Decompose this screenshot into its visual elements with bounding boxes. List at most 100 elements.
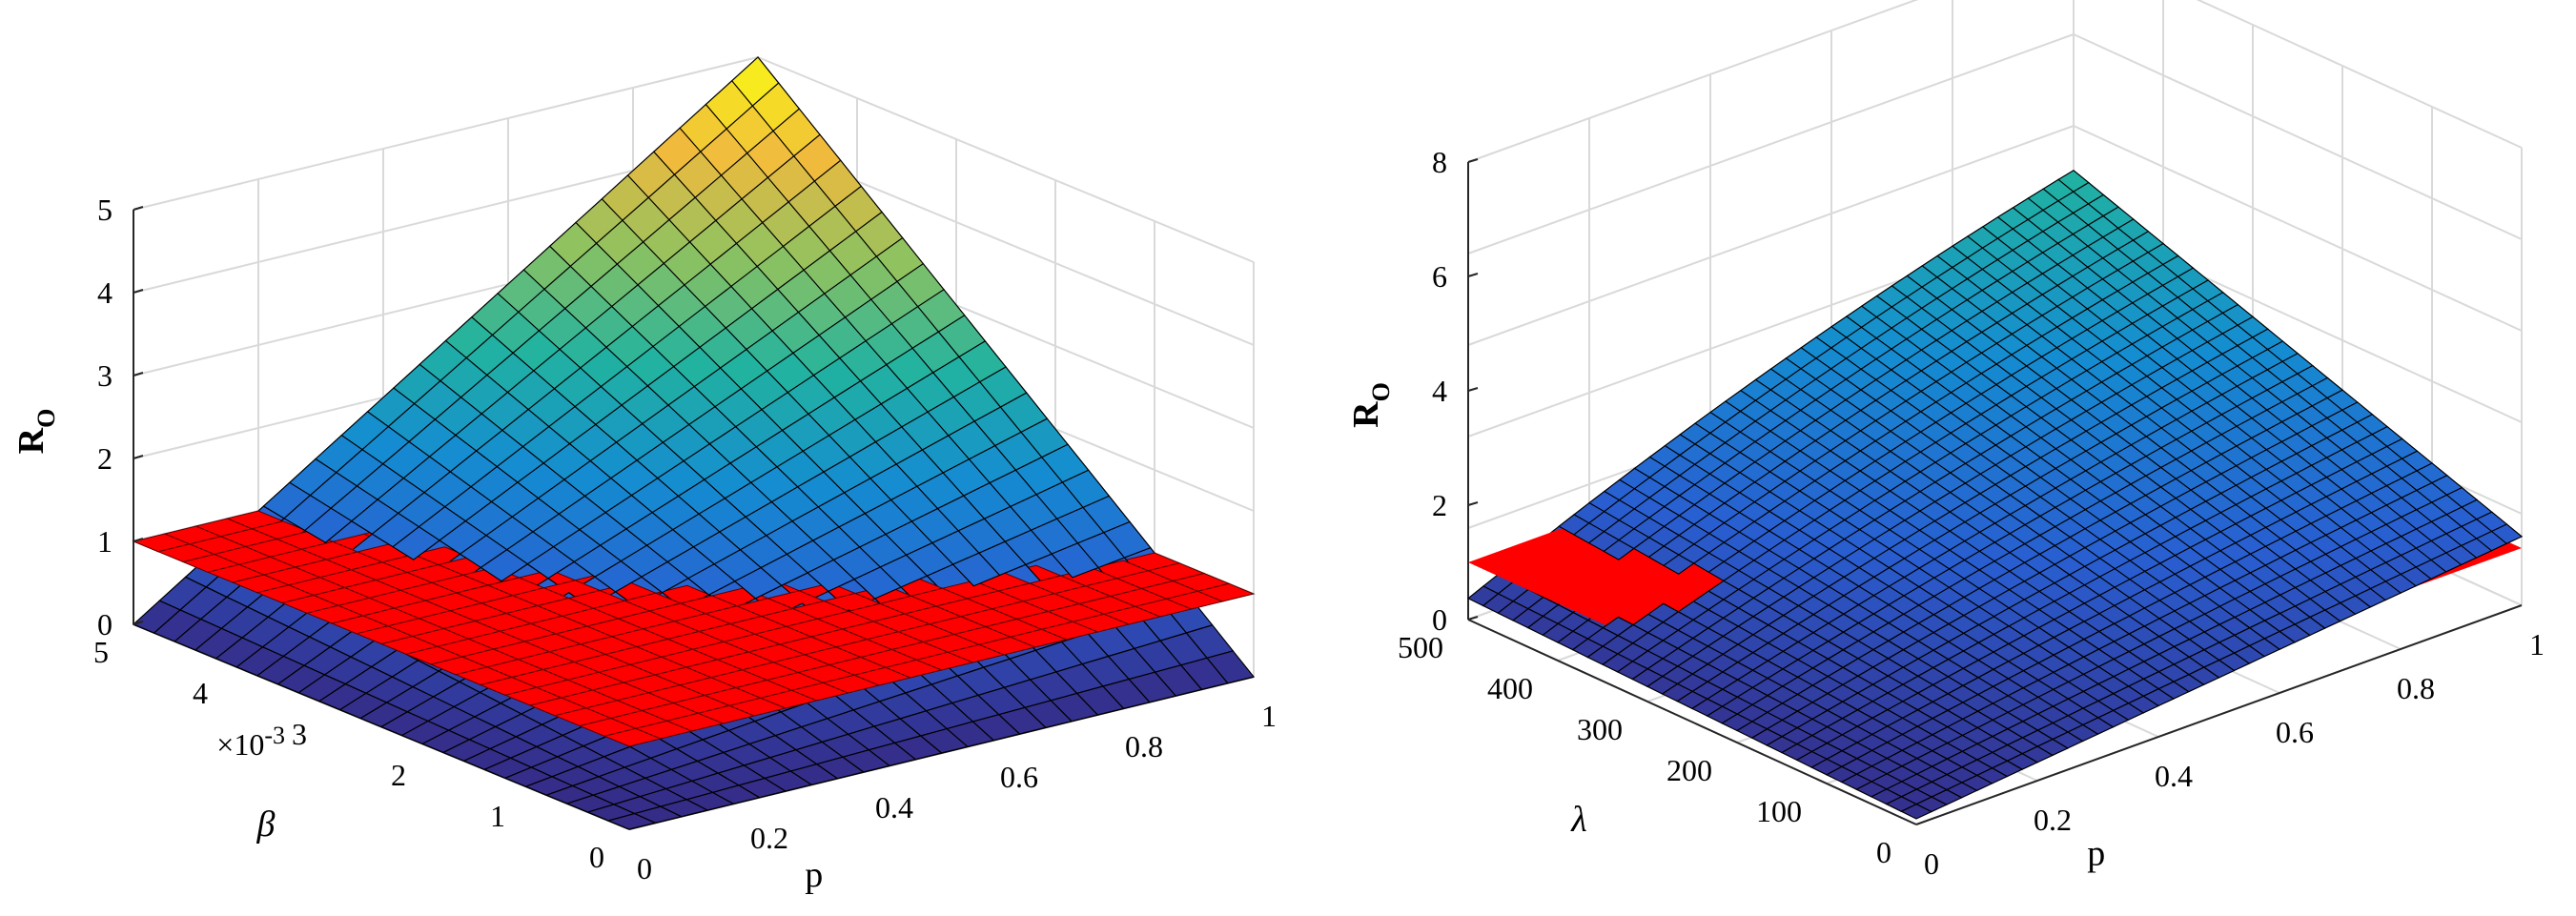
surface-quad — [951, 552, 1001, 587]
y-tick-label: 400 — [1487, 671, 1533, 705]
surface-quad — [1962, 605, 1995, 626]
z-tick — [1467, 158, 1479, 163]
y-tick-label: 1 — [490, 799, 505, 833]
x-tick-label: 0.8 — [2397, 671, 2435, 705]
y-tick-label: 200 — [1666, 753, 1712, 787]
y-tick-label: 3 — [292, 717, 307, 751]
surface-quad — [1917, 595, 1951, 616]
y-tick-label: 300 — [1577, 712, 1623, 746]
x-tick-label: 0 — [637, 851, 652, 885]
z-tick-label: 1 — [97, 524, 112, 559]
z-tick — [1467, 501, 1479, 506]
surface-quad — [2263, 594, 2297, 615]
z-tick — [133, 372, 144, 377]
grid-line — [757, 56, 1255, 263]
surface-quad — [2068, 602, 2101, 622]
z-tick — [133, 206, 144, 211]
axis-labels: p λ RO — [1346, 382, 2105, 873]
surface-quad — [2128, 607, 2161, 627]
x-tick-label: 0.2 — [2034, 803, 2072, 837]
y-tick-label: 100 — [1756, 794, 1802, 828]
z-axis-label-subscript: O — [1367, 382, 1395, 401]
x-tick-label: 0.8 — [1125, 729, 1163, 763]
surface-quad — [2097, 604, 2131, 624]
z-tick-label: 4 — [1432, 374, 1447, 408]
ticks: 0 2 4 6 8 0 0.2 0.4 0.6 0.8 1 0 100 200 300 400 500 — [1398, 145, 2545, 881]
grid-line — [1467, 33, 2075, 254]
y-axis-label: λ — [1570, 800, 1586, 840]
surface-quad — [1722, 569, 1755, 590]
surface-quad — [640, 560, 689, 594]
y-axis-line — [1467, 619, 1917, 825]
z-tick-label: 3 — [97, 358, 112, 393]
z-axis-label: RO — [11, 409, 60, 455]
y-exponent-power: -3 — [264, 722, 285, 749]
grid-line — [2073, 125, 2523, 332]
surface-quad — [1603, 539, 1635, 560]
x-axis-line — [1915, 604, 2523, 825]
surface-quad — [2173, 602, 2206, 622]
x-axis-label: p — [2087, 834, 2105, 874]
y-tick-label: 2 — [391, 758, 406, 792]
surface-quad — [594, 560, 643, 593]
z-axis-label-main: R — [11, 427, 51, 454]
x-tick-label: 1 — [1261, 699, 1277, 733]
surface-quad — [1812, 585, 1846, 606]
axis-labels: p β RO ×10-3 — [11, 409, 823, 895]
z-tick-label: 2 — [97, 441, 112, 476]
y-tick-label: 5 — [93, 635, 109, 669]
surface-quad — [686, 563, 736, 596]
y-tick-label: 500 — [1398, 630, 1443, 664]
x-tick-label: 0.2 — [750, 821, 788, 855]
x-axis-label: p — [805, 855, 823, 895]
z-tick — [1467, 616, 1479, 621]
surface-quad — [2218, 598, 2251, 619]
z-tick — [1467, 273, 1479, 277]
surface-quad — [1888, 595, 1920, 615]
surface-quad — [2369, 580, 2402, 601]
surface-above-threshold — [1558, 170, 2524, 629]
z-axis-label-subscript: O — [32, 409, 60, 428]
surface-quad — [853, 566, 902, 600]
y-exponent-base: ×10 — [216, 727, 264, 762]
z-tick-label: 6 — [1432, 259, 1447, 294]
surface-quad — [2309, 590, 2341, 611]
surface-quad — [807, 559, 855, 593]
z-tick-label: 0 — [1432, 602, 1447, 637]
grid-line — [2196, 0, 2523, 149]
surface-quad — [1993, 607, 2026, 627]
x-tick-label: 0.6 — [1000, 760, 1038, 794]
surface-quad — [1857, 595, 1891, 615]
surface-quad — [733, 566, 783, 600]
surface-quad — [1663, 554, 1695, 575]
y-tick-label: 0 — [589, 840, 604, 874]
threshold-quad — [603, 727, 663, 747]
y-axis-label: β — [256, 804, 276, 845]
z-tick — [1467, 387, 1479, 392]
z-tick-label: 0 — [97, 607, 112, 641]
panel-right: 0 2 4 6 8 0 0.2 0.4 0.6 0.8 1 0 100 200 300 400 500 p λ RO — [1346, 0, 2545, 881]
z-axis-label: RO — [1346, 382, 1395, 428]
z-tick — [133, 538, 144, 542]
y-axis-exponent: ×10-3 — [216, 722, 285, 762]
surface-above-threshold — [262, 56, 1152, 600]
surface-quad — [480, 549, 529, 582]
z-tick — [133, 621, 144, 625]
x-tick-label: 1 — [2529, 627, 2545, 662]
y-tick-label: 4 — [193, 676, 208, 710]
y-tick-label: 0 — [1876, 835, 1891, 869]
grid-line — [1467, 0, 1919, 163]
z-tick-label: 8 — [1432, 145, 1447, 179]
surface-quad — [303, 507, 353, 543]
surface-quad — [392, 526, 440, 560]
x-tick-label: 0.4 — [2155, 759, 2193, 793]
grid-line — [1467, 125, 2075, 346]
grid-line — [133, 56, 759, 211]
grid-line — [2073, 33, 2523, 240]
x-tick-label: 0 — [1924, 846, 1939, 881]
surface-quad — [2022, 608, 2055, 629]
